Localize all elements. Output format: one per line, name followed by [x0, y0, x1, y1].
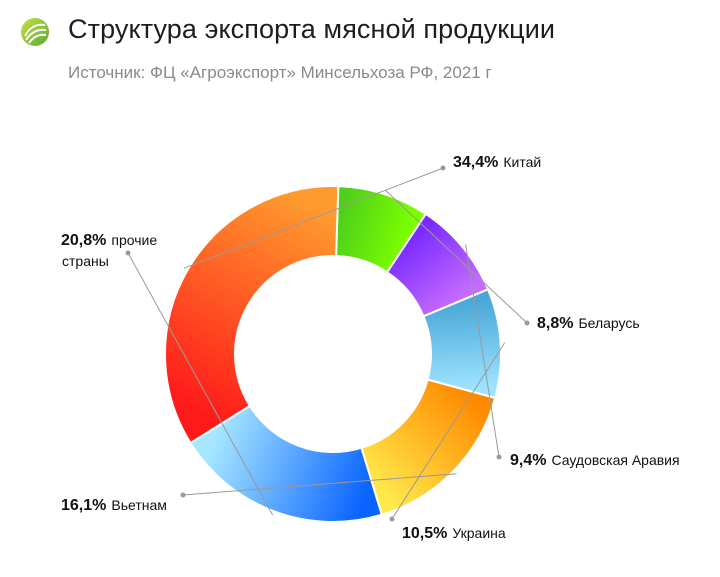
data-label-украина: 10,5% Украина	[402, 525, 506, 542]
leader-line-саудовская-аравия	[465, 244, 500, 458]
data-label-саудовская-аравия: 9,4% Саудовская Аравия	[510, 452, 680, 469]
chart-source: Источник: ФЦ «Агроэкспорт» Минсельхоза Р…	[68, 63, 492, 82]
leader-dot-прочие-страны	[125, 250, 131, 256]
leader-line-украина	[391, 342, 506, 520]
data-label-вьетнам: 16,1% Вьетнам	[61, 497, 167, 514]
slice-вьетнам	[360, 378, 497, 517]
leader-dot-украина	[389, 516, 395, 522]
chart-title: Структура экспорта мясной продукции	[68, 14, 556, 44]
slice-прочие-страны	[189, 404, 384, 523]
leader-line-китай	[183, 167, 444, 269]
data-label-китай: 34,4% Китай	[453, 154, 541, 171]
leader-dot-китай	[440, 165, 446, 171]
leader-line-вьетнам	[182, 473, 457, 496]
leader-line-беларусь	[384, 189, 528, 324]
leader-dot-беларусь	[524, 320, 530, 326]
leader-dot-вьетнам	[180, 492, 186, 498]
data-label-прочие-страны: 20,8% прочие страны	[61, 232, 157, 269]
leaf-logo-icon	[21, 18, 49, 46]
leader-dot-саудовская-аравия	[496, 454, 502, 460]
data-label-беларусь: 8,8% Беларусь	[537, 315, 640, 332]
leader-line-прочие-страны	[127, 252, 274, 516]
slice-китай	[164, 185, 340, 445]
